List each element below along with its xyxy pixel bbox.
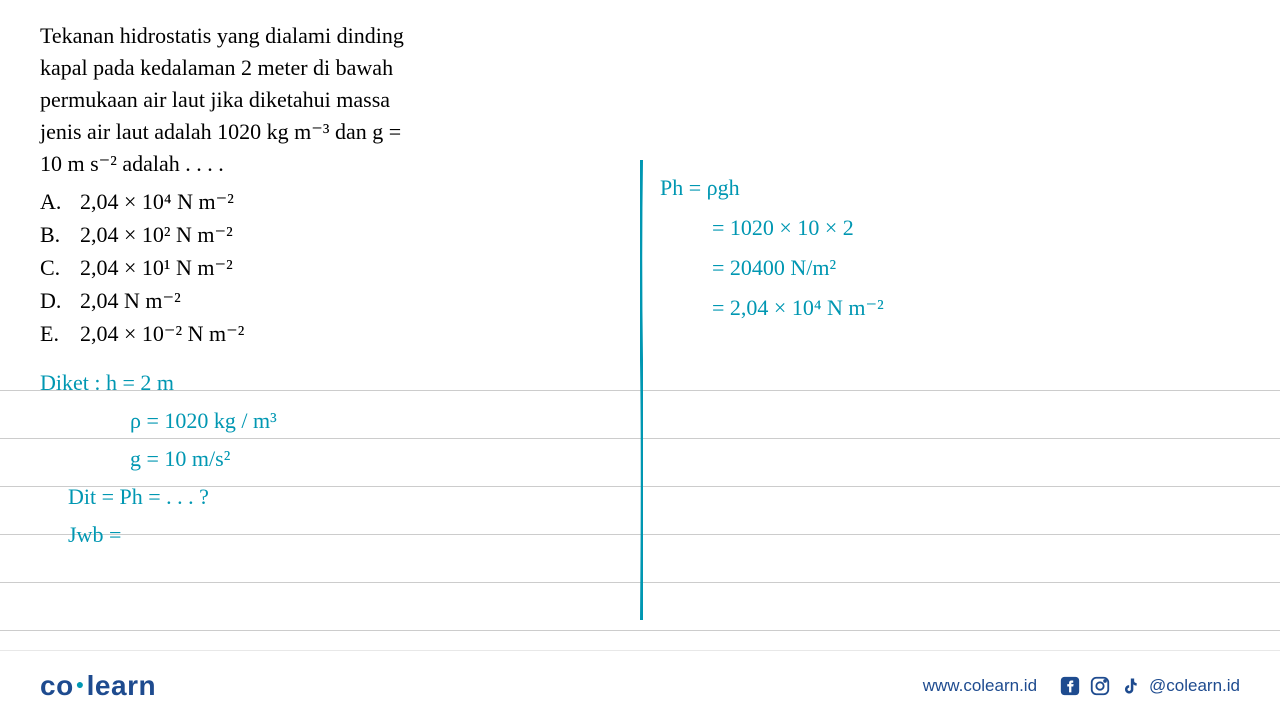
problem-text: Tekanan hidrostatis yang dialami dinding… [40, 20, 520, 179]
website-url: www.colearn.id [923, 676, 1037, 696]
solution-line: = 2,04 × 10⁴ N m⁻² [660, 295, 884, 321]
option-label: D. [40, 284, 80, 317]
option-label: A. [40, 185, 80, 218]
option-label: C. [40, 251, 80, 284]
logo-part-1: co [40, 670, 74, 701]
problem-line: jenis air laut adalah 1020 kg m⁻³ dan g … [40, 116, 520, 148]
facebook-icon [1059, 675, 1081, 697]
problem-line: permukaan air laut jika diketahui massa [40, 84, 520, 116]
footer-right: www.colearn.id @colearn.id [923, 675, 1240, 697]
option-label: E. [40, 317, 80, 350]
footer: co●learn www.colearn.id @colearn.id [0, 650, 1280, 720]
brand-logo: co●learn [40, 670, 156, 702]
social-icons: @colearn.id [1059, 675, 1240, 697]
problem-line: 10 m s⁻² adalah . . . . [40, 148, 520, 180]
option-value: 2,04 N m⁻² [80, 284, 181, 317]
tiktok-icon [1119, 675, 1141, 697]
option-value: 2,04 × 10¹ N m⁻² [80, 251, 233, 284]
option-label: B. [40, 218, 80, 251]
vertical-divider [640, 160, 643, 620]
solution-line: = 20400 N/m² [660, 255, 884, 281]
given-line: ρ = 1020 kg / m³ [40, 408, 277, 434]
social-handle: @colearn.id [1149, 676, 1240, 696]
solution-line: Ph = ρgh [660, 175, 884, 201]
option-value: 2,04 × 10⁴ N m⁻² [80, 185, 234, 218]
given-line: g = 10 m/s² [40, 446, 277, 472]
problem-line: Tekanan hidrostatis yang dialami dinding [40, 20, 520, 52]
answer-label: Jwb = [40, 522, 277, 548]
asked-line: Dit = Ph = . . . ? [40, 484, 277, 510]
handwritten-given: Diket : h = 2 m ρ = 1020 kg / m³ g = 10 … [40, 370, 277, 560]
option-value: 2,04 × 10⁻² N m⁻² [80, 317, 244, 350]
logo-dot: ● [76, 676, 85, 692]
given-line: Diket : h = 2 m [40, 370, 277, 396]
logo-part-2: learn [87, 670, 156, 701]
option-value: 2,04 × 10² N m⁻² [80, 218, 233, 251]
problem-line: kapal pada kedalaman 2 meter di bawah [40, 52, 520, 84]
solution-line: = 1020 × 10 × 2 [660, 215, 884, 241]
instagram-icon [1089, 675, 1111, 697]
handwritten-solution: Ph = ρgh = 1020 × 10 × 2 = 20400 N/m² = … [660, 175, 884, 335]
